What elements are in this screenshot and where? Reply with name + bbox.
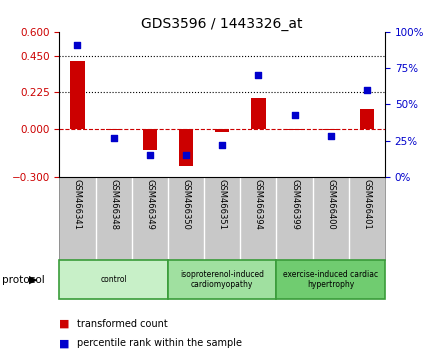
- Point: [147, 152, 154, 158]
- Text: isoproterenol-induced
cardiomyopathy: isoproterenol-induced cardiomyopathy: [180, 270, 264, 289]
- Bar: [251, 98, 266, 129]
- Text: protocol: protocol: [2, 275, 45, 285]
- Text: control: control: [100, 275, 127, 284]
- Bar: [179, 129, 193, 166]
- Text: ■: ■: [59, 319, 70, 329]
- Bar: [359, 109, 374, 129]
- Point: [219, 142, 226, 148]
- Point: [110, 135, 117, 141]
- Text: GSM466401: GSM466401: [363, 179, 371, 230]
- Point: [363, 87, 370, 93]
- Bar: [70, 61, 85, 129]
- Text: GSM466351: GSM466351: [218, 179, 227, 230]
- Bar: [59, 260, 168, 299]
- Text: ■: ■: [59, 338, 70, 348]
- Text: GSM466350: GSM466350: [182, 179, 191, 230]
- Text: GSM466400: GSM466400: [326, 179, 335, 230]
- Bar: [287, 129, 302, 130]
- Point: [327, 133, 334, 139]
- Point: [183, 152, 190, 158]
- Bar: [106, 129, 121, 130]
- Bar: [323, 129, 338, 130]
- Text: GSM466341: GSM466341: [73, 179, 82, 230]
- Text: GSM466348: GSM466348: [109, 179, 118, 230]
- Bar: [143, 129, 157, 150]
- Text: GSM466394: GSM466394: [254, 179, 263, 230]
- Text: exercise-induced cardiac
hypertrophy: exercise-induced cardiac hypertrophy: [283, 270, 378, 289]
- Bar: [168, 260, 276, 299]
- Text: percentile rank within the sample: percentile rank within the sample: [77, 338, 242, 348]
- Text: ▶: ▶: [29, 275, 37, 285]
- Text: GSM466399: GSM466399: [290, 179, 299, 230]
- Point: [255, 73, 262, 78]
- Point: [291, 112, 298, 118]
- Bar: [276, 260, 385, 299]
- Text: GSM466349: GSM466349: [145, 179, 154, 230]
- Text: transformed count: transformed count: [77, 319, 168, 329]
- Bar: [215, 129, 229, 132]
- Point: [74, 42, 81, 48]
- Title: GDS3596 / 1443326_at: GDS3596 / 1443326_at: [141, 17, 303, 31]
